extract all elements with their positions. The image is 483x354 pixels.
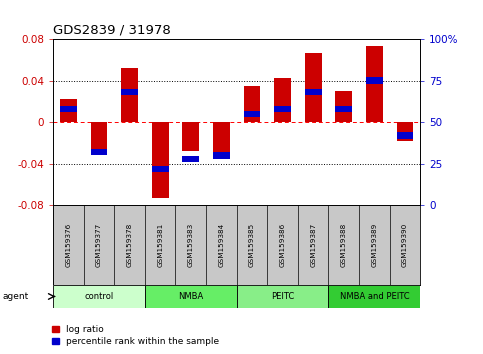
Bar — [274, 106, 291, 112]
Bar — [328, 285, 420, 308]
Bar — [366, 46, 383, 122]
Bar — [121, 89, 138, 95]
Bar — [213, 152, 230, 159]
Bar — [243, 111, 260, 117]
Text: agent: agent — [2, 292, 28, 301]
Bar — [335, 91, 352, 122]
Bar — [243, 86, 260, 122]
Text: PEITC: PEITC — [271, 291, 294, 301]
Text: GSM159378: GSM159378 — [127, 223, 133, 267]
Bar — [91, 122, 107, 155]
Bar — [305, 89, 322, 95]
Bar — [152, 166, 169, 172]
Bar — [60, 106, 77, 112]
Legend: log ratio, percentile rank within the sample: log ratio, percentile rank within the sa… — [48, 321, 223, 349]
Bar — [60, 99, 77, 122]
Text: GSM159377: GSM159377 — [96, 223, 102, 267]
Bar — [397, 132, 413, 138]
Text: GSM159384: GSM159384 — [218, 223, 225, 267]
Bar — [366, 78, 383, 84]
Bar — [397, 122, 413, 141]
Text: NMBA and PEITC: NMBA and PEITC — [340, 291, 409, 301]
Bar — [121, 68, 138, 122]
Bar — [305, 53, 322, 122]
Text: GDS2839 / 31978: GDS2839 / 31978 — [53, 23, 171, 36]
Text: GSM159389: GSM159389 — [371, 223, 377, 267]
Bar — [335, 106, 352, 112]
Text: GSM159386: GSM159386 — [280, 223, 285, 267]
Text: GSM159385: GSM159385 — [249, 223, 255, 267]
Bar — [237, 285, 328, 308]
Bar — [152, 122, 169, 198]
Text: NMBA: NMBA — [178, 291, 203, 301]
Text: GSM159387: GSM159387 — [310, 223, 316, 267]
Text: GSM159388: GSM159388 — [341, 223, 347, 267]
Bar — [91, 149, 107, 155]
Text: GSM159383: GSM159383 — [188, 223, 194, 267]
Text: GSM159390: GSM159390 — [402, 223, 408, 267]
Text: GSM159376: GSM159376 — [65, 223, 71, 267]
Text: control: control — [85, 291, 114, 301]
Bar — [183, 156, 199, 162]
Bar — [53, 285, 145, 308]
Bar — [145, 285, 237, 308]
Bar — [274, 79, 291, 122]
Bar — [213, 122, 230, 153]
Bar — [183, 122, 199, 151]
Text: GSM159381: GSM159381 — [157, 223, 163, 267]
